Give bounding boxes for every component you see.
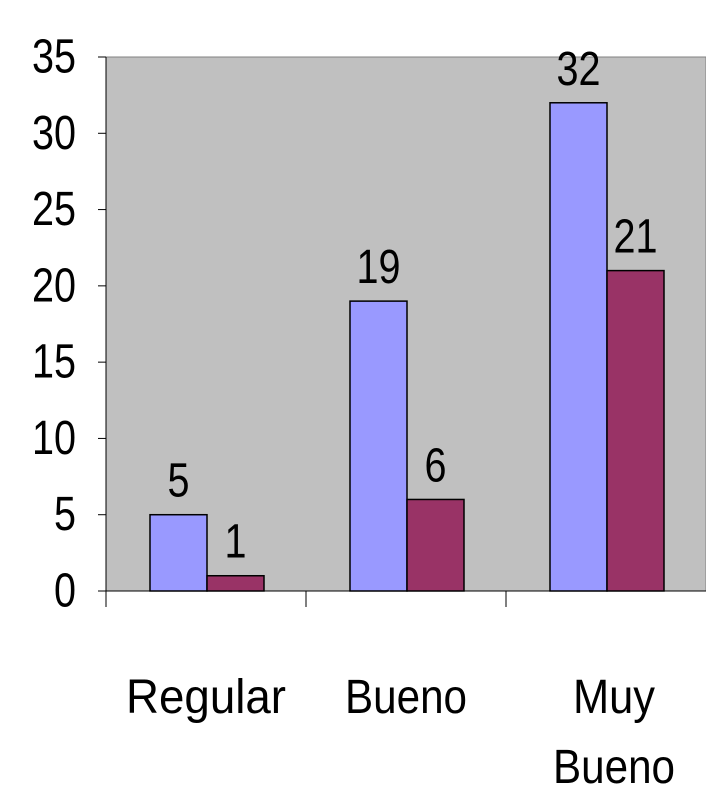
y-tick-label: 0 [54, 565, 76, 618]
y-tick-label: 25 [32, 183, 76, 236]
data-label: 32 [557, 43, 601, 96]
y-tick-label: 20 [32, 259, 76, 312]
x-category-label: Bueno [553, 741, 675, 794]
data-label: 6 [425, 439, 447, 492]
bar-series-1-regular [149, 513, 208, 592]
data-labels: 51 19 6 32 21 [168, 43, 658, 569]
x-category-label: Regular [126, 671, 286, 724]
bar-series-2-muy-bueno [606, 269, 665, 592]
data-label: 1 [225, 516, 247, 569]
bar-series-2-bueno [406, 498, 465, 592]
data-label: 21 [614, 211, 658, 264]
data-label: 19 [357, 241, 401, 294]
bars [149, 102, 665, 592]
y-tick-label: 10 [32, 412, 76, 465]
x-axis [105, 590, 706, 607]
y-tick-label: 30 [32, 107, 76, 160]
bar-series-1-muy-bueno [549, 102, 608, 592]
category-labels: Regular Bueno Muy Bueno [126, 671, 675, 794]
bar-series-1-bueno [349, 300, 408, 592]
y-axis: 0 5 10 15 20 25 30 35 [32, 31, 107, 618]
x-category-label: Bueno [345, 671, 467, 724]
y-tick-label: 15 [32, 336, 76, 389]
y-tick-label: 35 [32, 31, 76, 84]
data-label: 5 [168, 455, 190, 508]
y-tick-label: 5 [54, 488, 76, 541]
x-category-label: Muy [573, 671, 655, 724]
bar-series-2-regular [206, 574, 265, 592]
